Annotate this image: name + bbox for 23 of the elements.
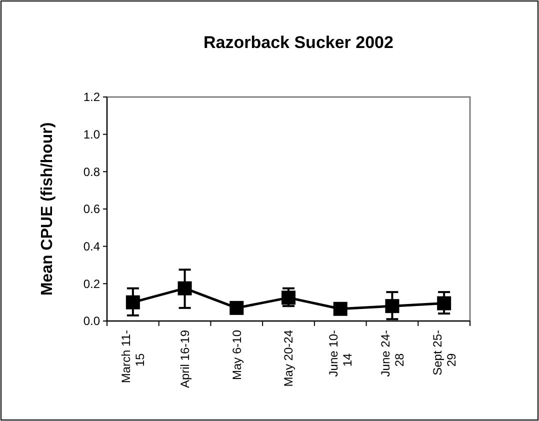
point: [230, 300, 244, 315]
chart-title: Razorback Sucker 2002: [204, 33, 394, 52]
x-tick-label: Sept 25- 29: [430, 330, 458, 376]
point: [385, 299, 400, 314]
x-tick-label: June 10- 14: [326, 330, 355, 377]
x-tick-label: March 11- 15: [119, 330, 148, 384]
y-tick-label: 0.8: [83, 164, 100, 179]
y-tick-label: 0.4: [83, 240, 100, 254]
x-tick-label: June 24- 28: [378, 330, 406, 377]
y-axis-title: Mean CPUE (fish/hour): [39, 122, 56, 296]
y-tick-label: 0.0: [83, 314, 100, 328]
point: [178, 281, 192, 296]
point: [333, 302, 348, 316]
x-tick-label: April 16-19: [178, 330, 192, 388]
point: [126, 295, 140, 310]
x-tick-label: May 6-10: [230, 330, 244, 380]
point: [437, 296, 452, 310]
point: [282, 290, 296, 305]
y-tick-label: 1.0: [83, 128, 100, 142]
y-tick-label: 0.6: [83, 202, 100, 216]
y-tick-label: 1.2: [83, 90, 100, 104]
x-tick-label: May 20-24: [282, 330, 296, 387]
y-tick-label: 0.2: [83, 276, 100, 291]
